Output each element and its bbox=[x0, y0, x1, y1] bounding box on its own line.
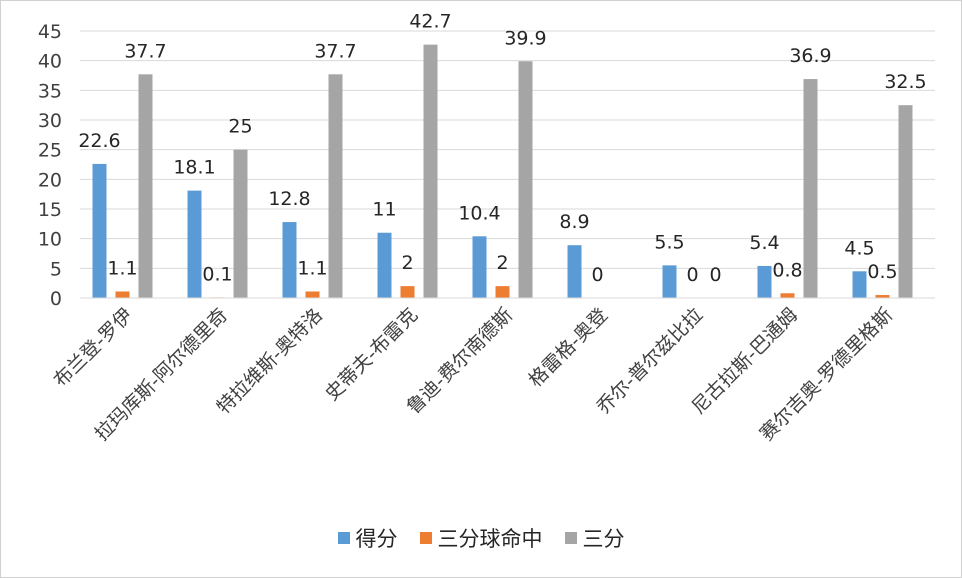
bar-3-3 bbox=[328, 74, 343, 299]
data-label: 0.8 bbox=[772, 259, 802, 281]
bar-2-3 bbox=[305, 291, 320, 298]
bar-1-7 bbox=[662, 265, 677, 298]
legend-swatch bbox=[564, 532, 577, 544]
data-label: 42.7 bbox=[409, 11, 451, 33]
data-label: 37.7 bbox=[314, 40, 356, 62]
data-label: 4.5 bbox=[844, 237, 874, 259]
data-label: 0.5 bbox=[867, 261, 897, 283]
data-label: 0 bbox=[709, 264, 721, 286]
y-tick-label: 0 bbox=[50, 288, 62, 310]
y-tick-label: 45 bbox=[38, 21, 62, 43]
y-tick-label: 20 bbox=[38, 169, 62, 191]
legend-item: 三分 bbox=[564, 523, 625, 553]
bar-1-4 bbox=[377, 232, 392, 298]
bar-1-3 bbox=[282, 222, 297, 298]
data-label: 2 bbox=[401, 252, 413, 274]
bar-2-5 bbox=[495, 286, 510, 298]
legend-swatch bbox=[337, 532, 350, 544]
data-label: 10.4 bbox=[458, 202, 500, 224]
data-label: 32.5 bbox=[884, 71, 926, 93]
legend: 得分 三分球命中 三分 bbox=[0, 522, 962, 554]
bar-1-1 bbox=[92, 163, 107, 298]
data-label: 0.1 bbox=[202, 263, 232, 285]
legend-item: 得分 bbox=[337, 523, 398, 553]
data-label: 1.1 bbox=[297, 257, 327, 279]
category-label: 布兰登-罗伊 bbox=[49, 304, 137, 392]
data-label: 1.1 bbox=[107, 257, 137, 279]
data-label: 22.6 bbox=[78, 130, 120, 152]
bar-2-8 bbox=[780, 293, 795, 298]
data-label: 5.4 bbox=[749, 232, 779, 254]
category-label: 史蒂夫-布雷克 bbox=[321, 304, 422, 405]
legend-label: 三分 bbox=[582, 527, 625, 551]
legend-label: 得分 bbox=[355, 527, 398, 551]
bar-2-4 bbox=[400, 286, 415, 298]
y-tick-label: 35 bbox=[38, 80, 62, 102]
legend-item: 三分球命中 bbox=[419, 523, 543, 553]
bar-1-8 bbox=[757, 265, 772, 298]
data-label: 36.9 bbox=[789, 45, 831, 67]
bar-3-2 bbox=[233, 149, 248, 298]
y-tick-label: 10 bbox=[38, 229, 62, 251]
bar-1-6 bbox=[567, 245, 582, 298]
data-label: 25 bbox=[228, 116, 252, 138]
data-label: 0 bbox=[591, 264, 603, 286]
y-tick-label: 5 bbox=[50, 258, 62, 280]
bar-3-8 bbox=[803, 79, 818, 298]
bar-1-9 bbox=[852, 271, 867, 298]
y-tick-label: 15 bbox=[38, 199, 62, 221]
y-tick-label: 25 bbox=[38, 140, 62, 162]
legend-label: 三分球命中 bbox=[437, 527, 543, 551]
bar-3-4 bbox=[423, 44, 438, 298]
data-label: 37.7 bbox=[124, 40, 166, 62]
category-label: 格雷格-奥登 bbox=[524, 304, 612, 392]
data-label: 0 bbox=[686, 264, 698, 286]
data-label: 5.5 bbox=[654, 231, 684, 253]
data-label: 11 bbox=[372, 199, 396, 221]
bar-2-9 bbox=[875, 295, 890, 298]
bar-1-5 bbox=[472, 236, 487, 298]
y-tick-label: 30 bbox=[38, 110, 62, 132]
bar-1-2 bbox=[187, 190, 202, 298]
data-label: 18.1 bbox=[173, 157, 215, 179]
bar-3-9 bbox=[898, 105, 913, 299]
y-tick-label: 40 bbox=[38, 51, 62, 73]
bar-3-5 bbox=[518, 61, 533, 299]
bar-3-1 bbox=[138, 74, 153, 299]
data-label: 12.8 bbox=[268, 188, 310, 210]
data-label: 39.9 bbox=[504, 27, 546, 49]
legend-swatch bbox=[419, 532, 432, 544]
bar-2-1 bbox=[115, 291, 130, 298]
data-label: 2 bbox=[496, 252, 508, 274]
data-label: 8.9 bbox=[559, 211, 589, 233]
